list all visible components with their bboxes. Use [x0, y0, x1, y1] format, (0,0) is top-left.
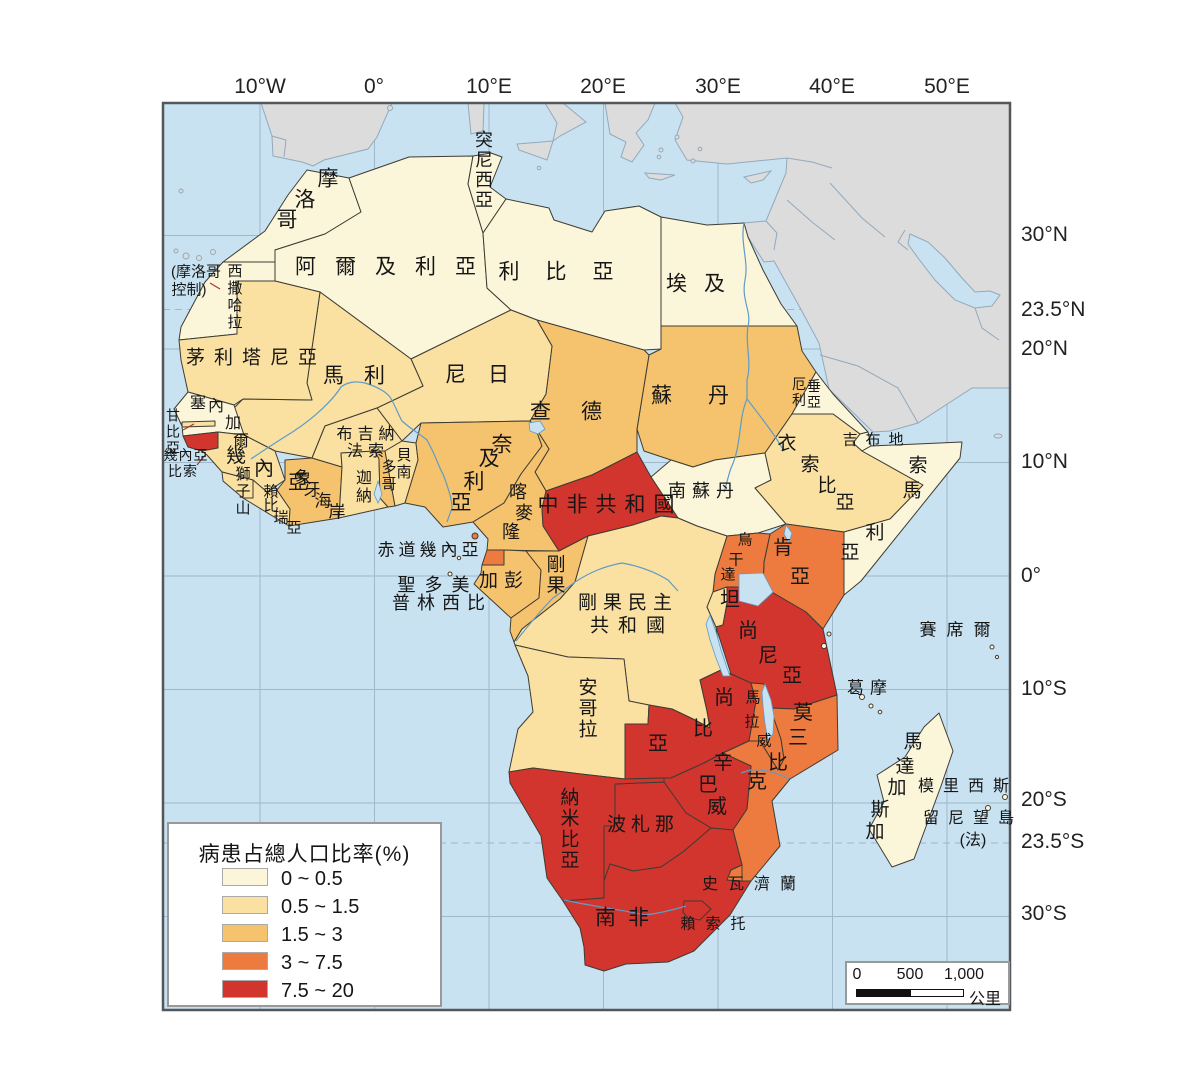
island-seychelles — [989, 644, 995, 650]
island-mauritius — [1002, 794, 1008, 800]
lake-victoria — [738, 572, 774, 607]
island-aegean — [656, 154, 662, 160]
rivers — [250, 222, 790, 916]
island-zanzibar — [821, 643, 827, 649]
island-canary — [182, 252, 190, 260]
leader-guinea-bissau — [196, 453, 207, 466]
island-comoros — [859, 694, 865, 700]
island-pemba — [826, 631, 832, 637]
river-blue-nile — [746, 398, 785, 452]
non-africa-borders — [271, 135, 1000, 424]
legend-range-label: 0.5 ~ 1.5 — [281, 896, 360, 918]
land-italy — [544, 103, 587, 143]
country-gambia — [181, 420, 216, 428]
island-canary — [210, 249, 216, 255]
island-sao-tome — [447, 571, 453, 577]
island-bioko — [471, 532, 479, 540]
land-middle-east — [674, 103, 1010, 433]
legend-row: 0.5 ~ 1.5 — [169, 896, 440, 918]
leader-lines — [182, 282, 221, 466]
legend-title: 病患占總人口比率(%) — [198, 843, 411, 866]
island-aegean — [674, 134, 680, 140]
non-africa-land — [173, 103, 1010, 439]
lake-chad — [528, 420, 546, 435]
scalebar-white-segment — [910, 989, 964, 997]
land-crete — [643, 172, 676, 181]
scalebar-tick: 500 — [896, 966, 924, 983]
island-canary — [173, 248, 179, 254]
scalebar-tick: 0 — [852, 966, 862, 983]
country-madagascar — [868, 712, 954, 868]
island-principe — [456, 555, 462, 561]
legend-swatch — [222, 896, 268, 914]
legend-swatch — [222, 868, 268, 886]
island-aegean — [697, 146, 703, 152]
river-niger — [250, 381, 453, 523]
land-iberia — [260, 103, 393, 167]
river-nile — [742, 222, 750, 399]
legend-swatch — [222, 980, 268, 998]
island-reunion — [985, 805, 991, 811]
island-madeira — [178, 188, 184, 194]
country-namibia — [508, 767, 665, 902]
scalebar-unit: 公里 — [969, 991, 1002, 1008]
leader-western-sahara — [209, 282, 221, 290]
africa-countries — [173, 152, 1008, 972]
lake-malawi — [761, 682, 775, 741]
lake-turkana — [783, 524, 793, 545]
island-canary — [196, 255, 202, 261]
legend-row: 7.5 ~ 20 — [169, 980, 440, 1002]
scale-bar: 0 500 1,000 公里 — [845, 961, 1010, 1008]
island-socotra — [993, 433, 1003, 439]
scalebar-black-segment — [856, 989, 910, 997]
leader-gambia — [182, 423, 195, 431]
scalebar-tick: 1,000 — [943, 966, 985, 983]
land-sicily — [516, 140, 554, 161]
river-zambezi — [740, 769, 790, 780]
legend-row: 1.5 ~ 3 — [169, 924, 440, 946]
legend-range-label: 0 ~ 0.5 — [281, 868, 343, 890]
legend-swatch — [222, 952, 268, 970]
legend-range-label: 3 ~ 7.5 — [281, 952, 343, 974]
island-comoros — [877, 709, 883, 715]
island-seychelles — [994, 654, 1000, 660]
country-mauritania — [178, 280, 321, 406]
river-congo — [515, 562, 679, 642]
river-white-nile — [723, 398, 748, 493]
map-frame — [161, 101, 1012, 1012]
island-balearic — [387, 105, 393, 111]
island-aegean — [690, 158, 696, 164]
lake-tanganyika — [705, 613, 731, 677]
country-lesotho — [682, 900, 712, 921]
country-swaziland — [726, 864, 743, 882]
island-malta — [536, 165, 542, 171]
legend-range-label: 1.5 ~ 3 — [281, 924, 343, 946]
legend-box: 病患占總人口比率(%) 0 ~ 0.5 0.5 ~ 1.5 1.5 ~ 3 3 ~ 7… — [167, 822, 442, 1007]
river-orange — [563, 899, 687, 916]
legend-range-label: 7.5 ~ 20 — [281, 980, 354, 1002]
legend-swatch — [222, 924, 268, 942]
island-comoros — [868, 703, 874, 709]
legend-row: 3 ~ 7.5 — [169, 952, 440, 974]
island-aegean — [658, 147, 664, 153]
land-cyprus — [742, 170, 773, 184]
land-greece — [604, 103, 656, 163]
persian-gulf — [907, 233, 1001, 309]
lakes — [373, 420, 793, 741]
lake-volta — [373, 479, 383, 504]
land-sardinia — [467, 103, 485, 135]
legend-row: 0 ~ 0.5 — [169, 868, 440, 890]
